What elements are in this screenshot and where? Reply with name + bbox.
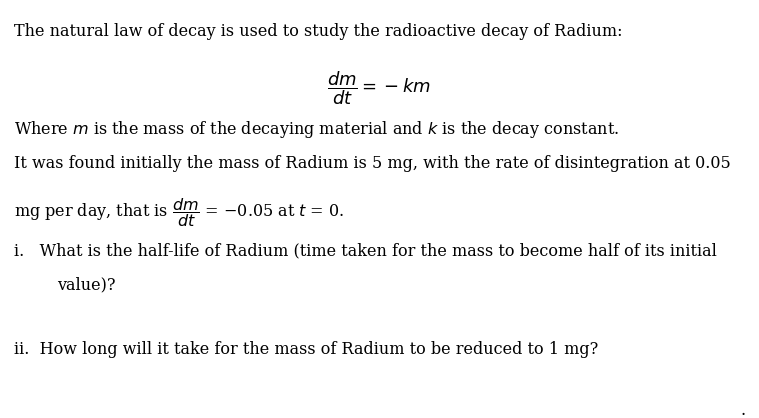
Text: It was found initially the mass of Radium is 5 mg, with the rate of disintegrati: It was found initially the mass of Radiu…	[14, 155, 730, 172]
Text: ii.  How long will it take for the mass of Radium to be reduced to 1 mg?: ii. How long will it take for the mass o…	[14, 341, 598, 358]
Text: .: .	[740, 402, 745, 418]
Text: i.   What is the half-life of Radium (time taken for the mass to become half of : i. What is the half-life of Radium (time…	[14, 242, 716, 260]
Text: mg per day, that is $\dfrac{dm}{dt}$ = $-$0.05 at $t$ = 0.: mg per day, that is $\dfrac{dm}{dt}$ = $…	[14, 196, 344, 229]
Text: The natural law of decay is used to study the radioactive decay of Radium:: The natural law of decay is used to stud…	[14, 23, 622, 40]
Text: value)?: value)?	[57, 276, 115, 293]
Text: Where $m$ is the mass of the decaying material and $k$ is the decay constant.: Where $m$ is the mass of the decaying ma…	[14, 119, 619, 140]
Text: $\dfrac{dm}{dt} = -km$: $\dfrac{dm}{dt} = -km$	[327, 69, 432, 107]
